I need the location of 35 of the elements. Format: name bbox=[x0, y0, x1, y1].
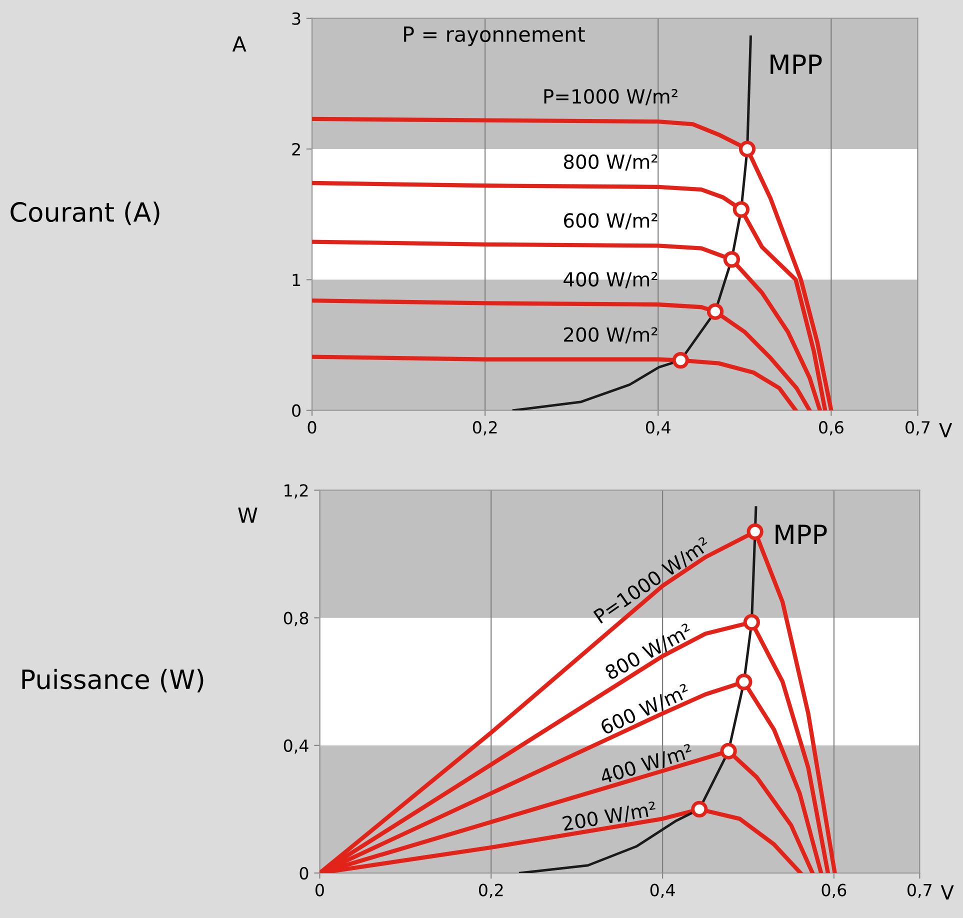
x-tick-label: 0,7 bbox=[906, 421, 930, 436]
y-tick-label: 3 bbox=[292, 12, 300, 25]
series-label: MPP bbox=[770, 54, 822, 74]
series-label: P=1000 W/m² bbox=[544, 89, 678, 106]
text: 200 W/m² bbox=[562, 801, 657, 833]
y-tick-label: 1,2 bbox=[284, 484, 308, 498]
series-label: 200 W/m² bbox=[564, 327, 658, 344]
x-tick-label: 0,7 bbox=[908, 884, 932, 898]
x-axis-title: V bbox=[940, 885, 954, 900]
series-label: 600 W/m² bbox=[564, 213, 658, 230]
text: W bbox=[238, 508, 258, 523]
series-label: 800 W/m² bbox=[564, 154, 658, 171]
x-tick-label: 0,2 bbox=[472, 421, 497, 436]
text: A bbox=[232, 36, 246, 52]
x-tick-label: 0 bbox=[316, 884, 324, 896]
y-tick-label: 0 bbox=[300, 866, 308, 880]
series-label: MPP bbox=[776, 524, 827, 544]
x-tick-label: 0,4 bbox=[650, 884, 675, 898]
text: 600 W/m² bbox=[600, 683, 692, 736]
x-axis-title: V bbox=[939, 423, 952, 438]
series-label: 400 W/m² bbox=[564, 272, 658, 288]
y-tick-label: 0,4 bbox=[284, 739, 308, 754]
x-tick-label: 0 bbox=[308, 421, 316, 434]
y-tick-label: 1 bbox=[292, 274, 300, 286]
x-tick-label: 0,4 bbox=[646, 421, 670, 436]
y-tick-label: 0,8 bbox=[284, 612, 308, 626]
x-tick-label: 0,6 bbox=[819, 421, 844, 436]
x-tick-label: 0,6 bbox=[822, 884, 846, 898]
x-tick-label: 0,2 bbox=[478, 884, 503, 898]
annotation: P = rayonnement bbox=[404, 26, 585, 46]
y-tick-label: 2 bbox=[292, 142, 300, 156]
text: 400 W/m² bbox=[599, 743, 694, 786]
y-axis-title: Courant (A) bbox=[10, 202, 160, 226]
y-axis-title: Puissance (W) bbox=[22, 668, 204, 692]
y-tick-label: 0 bbox=[292, 404, 300, 417]
